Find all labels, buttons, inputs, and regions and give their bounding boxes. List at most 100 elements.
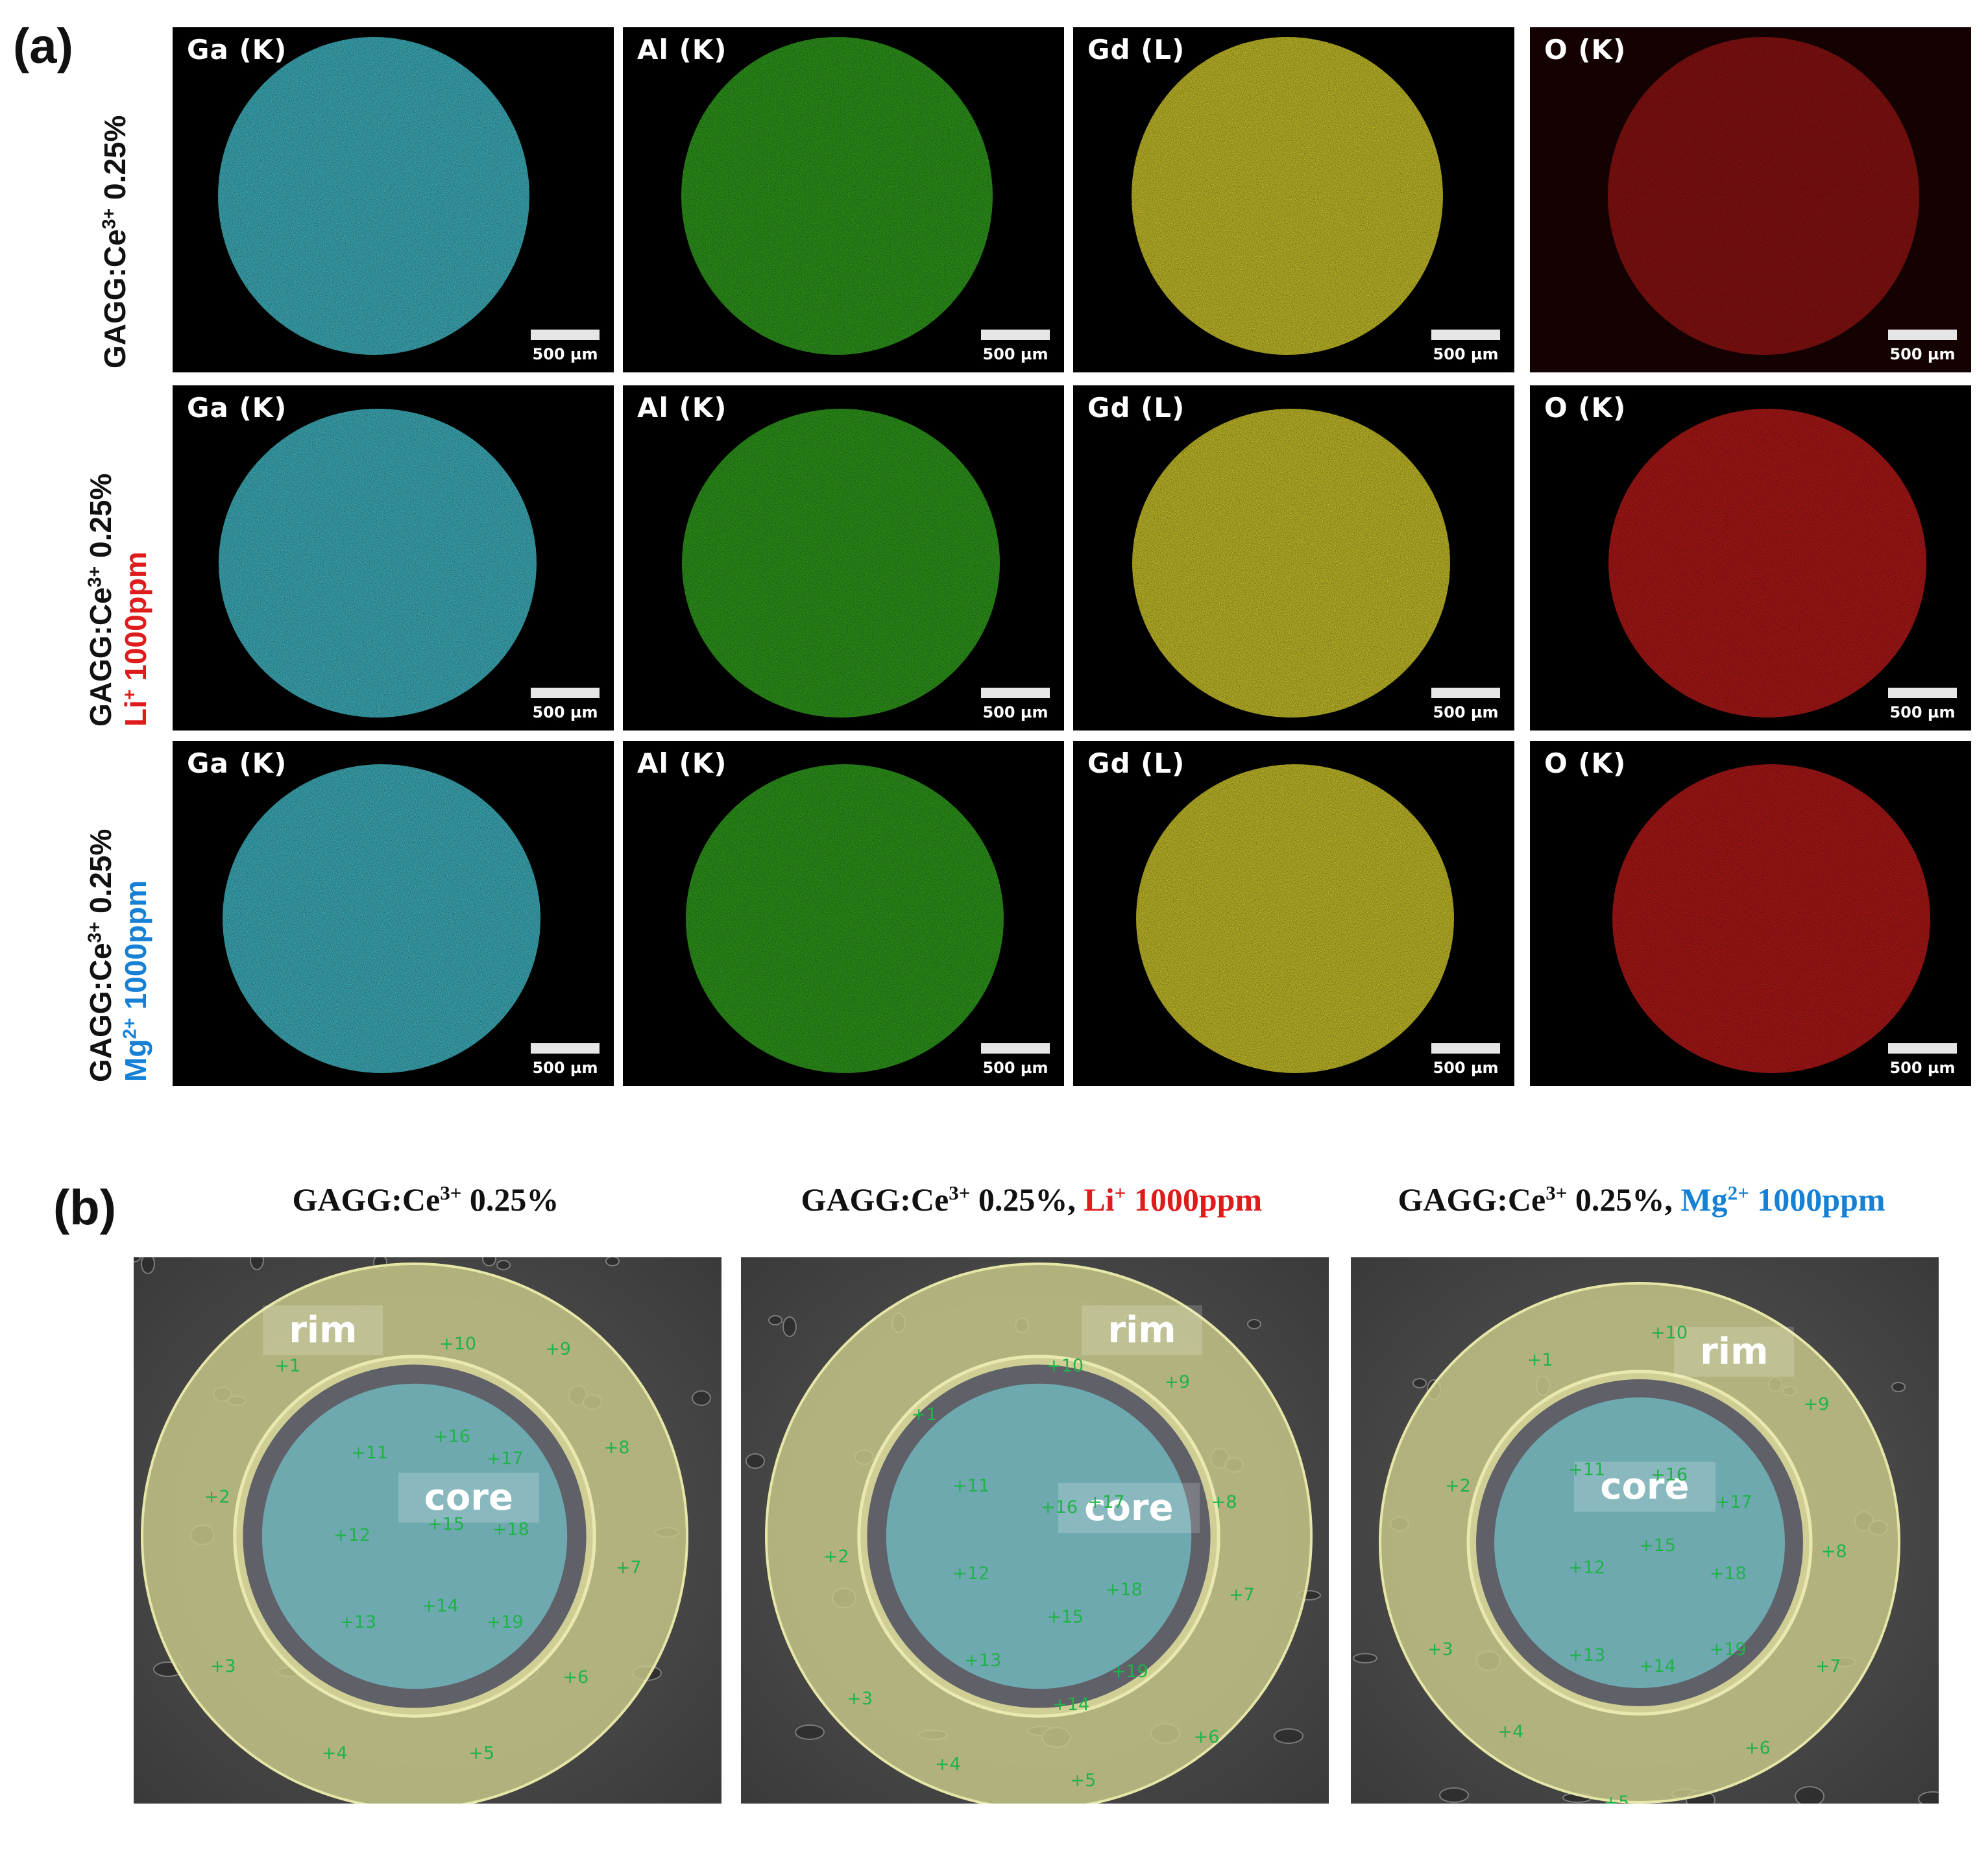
measurement-point: +8 [1821, 1541, 1847, 1562]
eds-map-image [1608, 409, 1926, 718]
eds-map-gd-row3: Gd (L) 500 µm [1073, 741, 1514, 1086]
title-dopant: Mg2+ 1000ppm [1680, 1181, 1885, 1218]
scale-bar-line [531, 330, 600, 340]
core-label: core [1574, 1461, 1715, 1512]
measurement-point: +4 [934, 1754, 961, 1775]
surface-pit [250, 1257, 264, 1270]
measurement-point: +18 [1709, 1563, 1747, 1584]
measurement-point: +9 [1164, 1371, 1191, 1392]
scale-bar-label: 500 µm [1889, 703, 1956, 721]
row-label-host: GAGG:Ce3+ 0.25% [83, 829, 118, 1082]
sem-image-2: rim core +1 +2 +3 +4 +5 +6 +7 +8 +9 +10 +11 +12 +13 +14… [741, 1257, 1329, 1804]
surface-pit [1274, 1728, 1303, 1744]
measurement-point: +1 [911, 1405, 938, 1425]
scale-bar-line [1431, 330, 1500, 340]
dopant-charge: + [1114, 1181, 1126, 1204]
surface-pit [1247, 1319, 1261, 1329]
host-name: GAGG:Ce [98, 229, 132, 368]
row-label-host: GAGG:Ce3+ 0.25% [97, 115, 132, 368]
eds-map-o-row3: O (K) 500 µm [1530, 741, 1971, 1086]
scale-bar-line [1888, 330, 1957, 340]
scale-bar-line [1888, 688, 1957, 698]
title-charge: 3+ [1546, 1181, 1568, 1204]
speckle-texture [681, 37, 993, 355]
title-host: GAGG:Ce [292, 1181, 441, 1218]
measurement-point: +14 [1638, 1656, 1676, 1676]
scale-bar: 500 µm [1888, 688, 1957, 721]
eds-map-image [682, 409, 1000, 718]
measurement-point: +17 [486, 1448, 524, 1469]
eds-map-o-row1: O (K) 500 µm [1530, 27, 1971, 372]
measurement-point: +7 [615, 1558, 642, 1578]
measurement-point: +4 [1497, 1721, 1524, 1742]
scale-bar: 500 µm [981, 688, 1050, 721]
title-concentration: 0.25% [461, 1181, 559, 1218]
measurement-point: +7 [1815, 1656, 1841, 1676]
surface-pit [605, 1257, 620, 1266]
measurement-point: +18 [1105, 1579, 1143, 1600]
measurement-point: +18 [492, 1519, 529, 1540]
surface-pit [746, 1453, 765, 1469]
scale-bar-label: 500 µm [982, 703, 1049, 721]
element-label: O (K) [1544, 747, 1627, 779]
element-label: Al (K) [637, 747, 727, 779]
speckle-texture [686, 764, 1004, 1073]
scale-bar: 500 µm [1888, 330, 1957, 363]
eds-map-image [1612, 764, 1930, 1073]
surface-pit [1795, 1786, 1824, 1804]
measurement-point: +8 [603, 1437, 630, 1458]
measurement-point: +5 [1070, 1770, 1097, 1791]
core-region [1494, 1397, 1785, 1688]
measurement-point: +4 [321, 1743, 348, 1764]
surface-pit [1353, 1653, 1377, 1663]
element-label: Ga (K) [187, 392, 287, 424]
scale-bar-label: 500 µm [532, 1059, 598, 1077]
scale-bar-label: 500 µm [532, 345, 598, 363]
dopant-concentration: 1000ppm [1749, 1181, 1885, 1218]
eds-map-image [1132, 37, 1443, 355]
host-concentration: 0.25% [84, 473, 117, 566]
eds-map-al-row3: Al (K) 500 µm [623, 741, 1064, 1086]
measurement-point: +1 [1527, 1350, 1553, 1371]
measurement-point: +15 [1047, 1606, 1084, 1627]
scale-bar: 500 µm [1431, 688, 1500, 721]
dopant-charge: 2+ [119, 1018, 141, 1039]
scale-bar-line [981, 330, 1050, 340]
eds-map-al-row1: Al (K) 500 µm [623, 27, 1064, 372]
sem-overlay [741, 1257, 1329, 1804]
sem-image-3: rim core +1 +2 +3 +4 +5 +6 +7 +8 +9 +10 +11 +12 +13 +14… [1351, 1257, 1939, 1804]
measurement-point: +13 [339, 1612, 377, 1633]
measurement-point: +1 [274, 1355, 301, 1376]
measurement-point: +10 [439, 1333, 477, 1354]
host-concentration: 0.25% [98, 115, 132, 208]
scale-bar-label: 500 µm [1433, 703, 1499, 721]
measurement-point: +3 [210, 1656, 236, 1676]
measurement-point: +2 [1444, 1475, 1471, 1496]
measurement-point: +9 [545, 1339, 571, 1360]
scale-bar-label: 500 µm [532, 703, 598, 721]
measurement-point: +6 [1193, 1727, 1220, 1748]
scale-bar-line [531, 1043, 600, 1054]
sem-overlay [1351, 1257, 1939, 1804]
eds-map-image [1530, 27, 1971, 372]
dopant-name: Li [119, 700, 152, 727]
element-label: Ga (K) [187, 34, 287, 66]
measurement-point: +11 [351, 1443, 389, 1464]
title-dopant: Li+ 1000ppm [1084, 1181, 1262, 1218]
speckle-texture [1132, 37, 1443, 355]
sem-title-3: GAGG:Ce3+ 0.25%, Mg2+ 1000ppm [1398, 1181, 1885, 1218]
measurement-point: +16 [1041, 1497, 1078, 1518]
measurement-point: +6 [1745, 1737, 1771, 1758]
dopant-concentration: 1000ppm [1126, 1181, 1263, 1218]
dopant-concentration: 1000ppm [119, 880, 152, 1019]
eds-map-gd-row2: Gd (L) 500 µm [1073, 385, 1514, 731]
host-name: GAGG:Ce [84, 943, 117, 1082]
surface-pit [782, 1316, 797, 1337]
measurement-point: +12 [1568, 1558, 1606, 1578]
sem-overlay [134, 1257, 721, 1804]
measurement-point: +19 [1111, 1661, 1148, 1682]
title-charge: 3+ [949, 1181, 971, 1204]
measurement-point: +3 [1427, 1639, 1453, 1660]
eds-map-image [218, 37, 529, 355]
host-charge: 3+ [99, 208, 120, 230]
